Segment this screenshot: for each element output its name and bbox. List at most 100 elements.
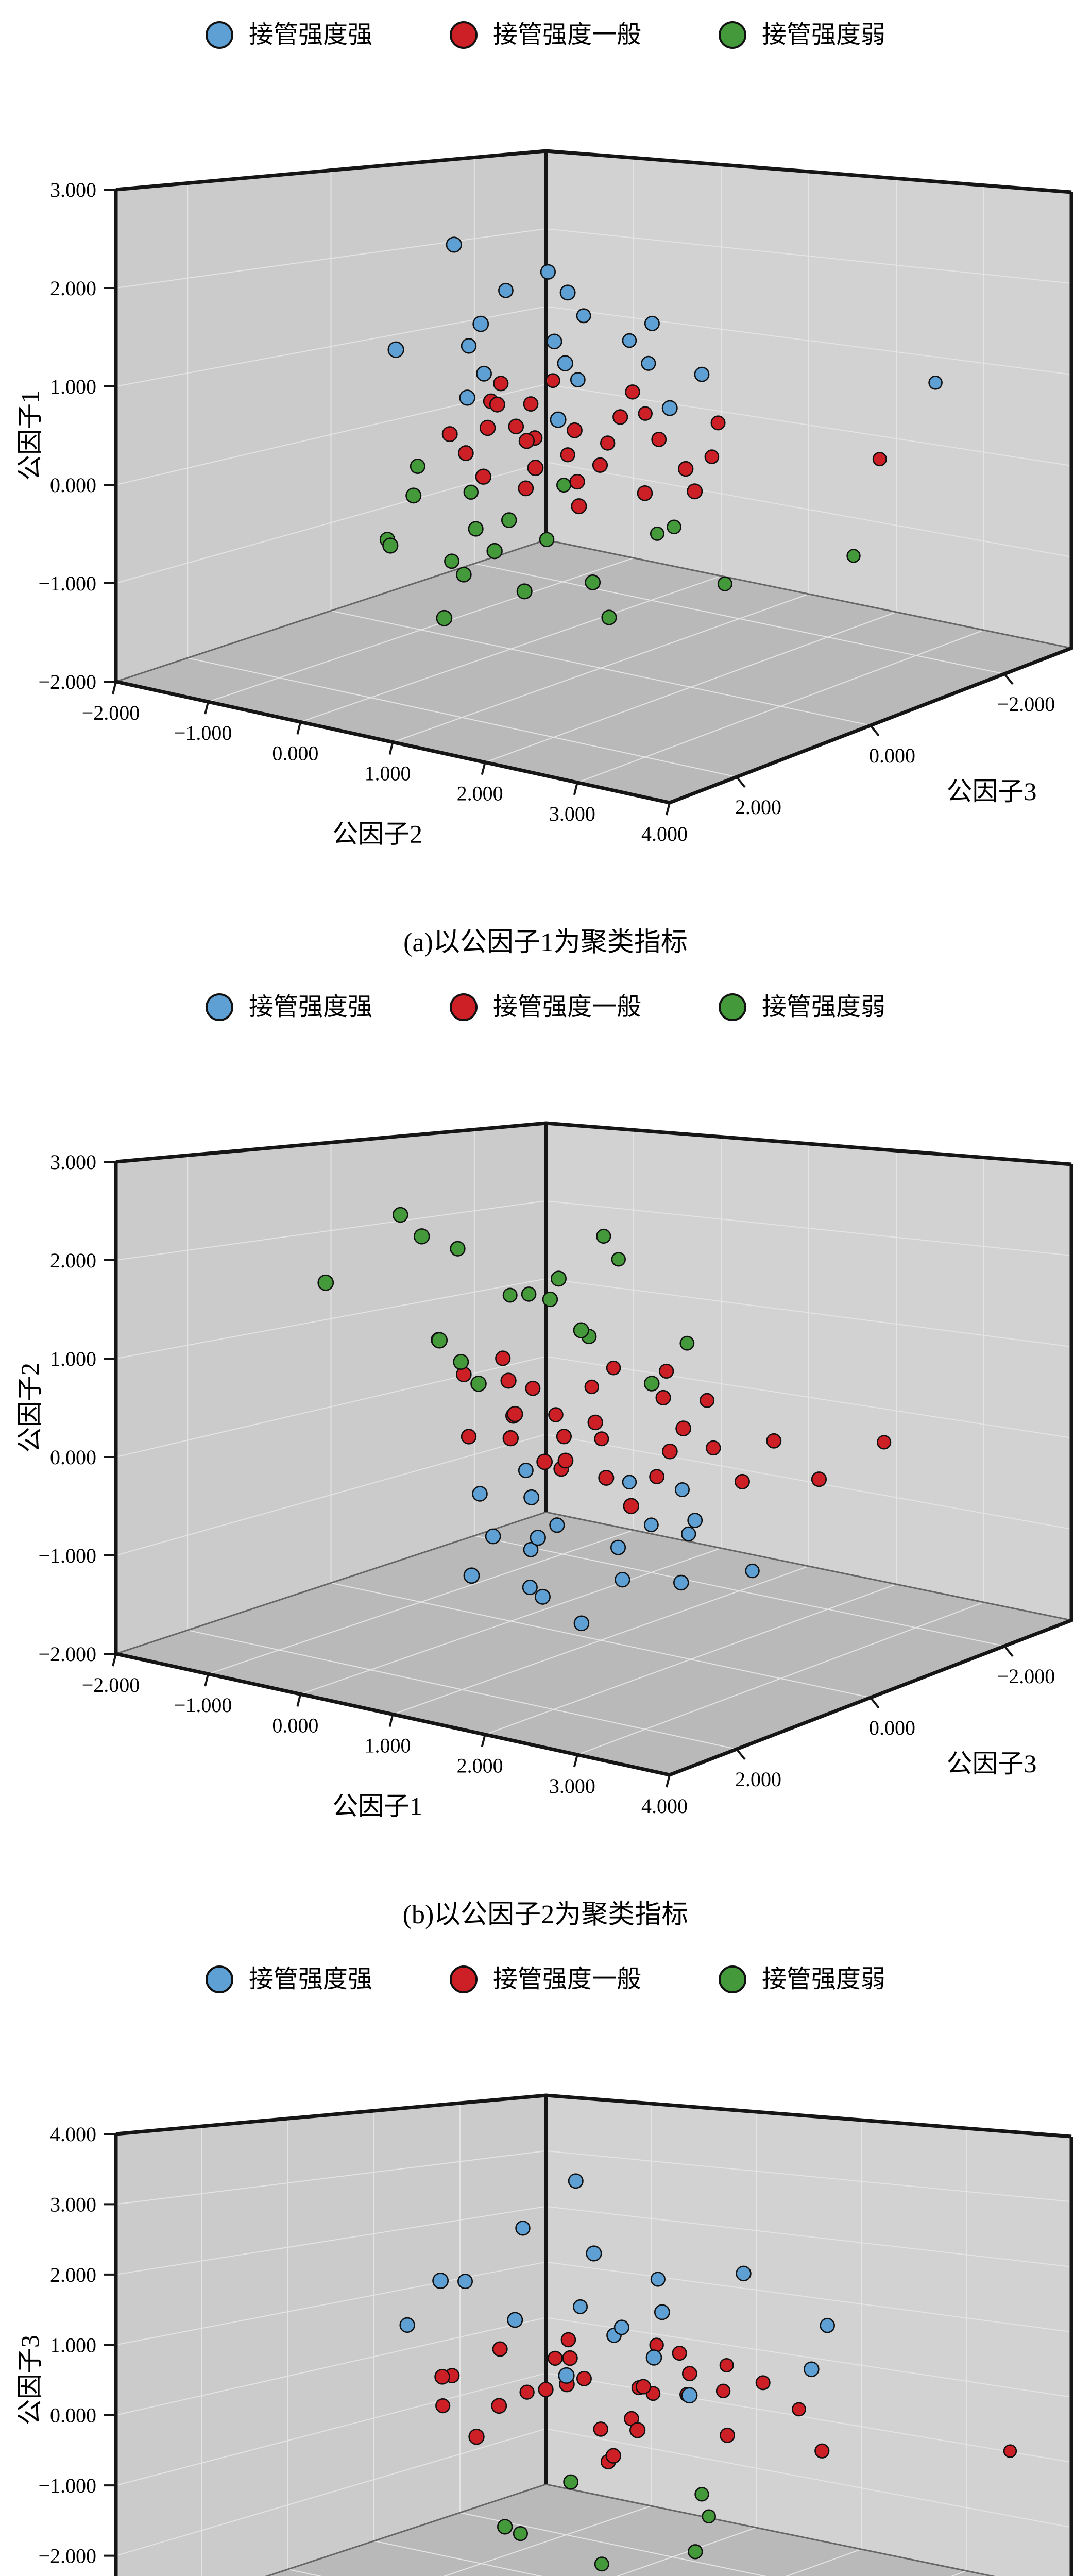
z-axis-title: 公因子2	[15, 1363, 44, 1453]
left-wall-face	[116, 2095, 546, 2576]
scatter-point	[548, 2350, 563, 2366]
x-axis-tick	[666, 802, 671, 816]
scatter-point	[573, 2299, 588, 2314]
z-tick-label: 1.000	[50, 375, 96, 398]
legend-marker-medium-icon	[449, 993, 478, 1021]
legend-item-medium: 接管强度一般	[449, 1965, 641, 1993]
z-tick-label: −2.000	[38, 2545, 96, 2568]
legend-c: 接管强度强 接管强度一般 接管强度弱	[0, 1954, 1091, 2005]
scatter-point	[527, 460, 544, 476]
legend-label-medium: 接管强度一般	[492, 993, 641, 1021]
y-tick-label: 0.000	[869, 744, 915, 767]
scatter-point	[498, 282, 514, 298]
scatter-point	[675, 1420, 692, 1436]
scatter3d-plot-c: 4.0003.0002.0001.0000.000−1.000−2.000−3.…	[15, 2093, 1073, 2576]
scatter-point	[431, 1332, 448, 1349]
x-tick-label: −1.000	[174, 1693, 232, 1717]
grid-line	[546, 2317, 1072, 2398]
scatter-point	[584, 1379, 600, 1395]
grid-line	[187, 1630, 737, 1750]
legend-item-weak: 接管强度弱	[719, 21, 885, 49]
z-tick-label: 2.000	[50, 277, 96, 300]
box-outer-edge	[114, 2134, 1073, 2576]
scatter-point	[560, 2332, 576, 2348]
legend-label-weak: 接管强度弱	[762, 1965, 886, 1993]
scatter-point	[814, 2443, 830, 2459]
scatter-point	[872, 452, 887, 467]
y-axis-tick	[870, 1697, 880, 1709]
scatter-point	[610, 1539, 626, 1555]
grid-line	[786, 2549, 862, 2576]
scatter-point	[521, 1286, 537, 1302]
scatter-point	[479, 419, 496, 436]
scatter-point	[598, 1469, 615, 1486]
floor-left-joint-edge	[115, 539, 547, 683]
scatter-point	[457, 2274, 473, 2290]
legend-item-strong: 接管强度强	[205, 1965, 372, 1993]
scatter-point	[688, 2544, 703, 2560]
scatter-point	[399, 2317, 415, 2333]
floor-left-joint-edge	[265, 2483, 547, 2576]
scatter-point	[468, 521, 484, 537]
x-axis-tick	[296, 721, 302, 735]
grid-line	[115, 1200, 547, 1261]
scatter-point	[405, 487, 422, 504]
scatter-point	[611, 1252, 626, 1267]
scatter-point	[755, 2375, 771, 2391]
grid-line	[115, 2206, 547, 2275]
grid-line	[115, 1356, 547, 1458]
x-tick-label: 1.000	[365, 762, 411, 785]
scatter-point	[450, 1241, 466, 1257]
scatter-point	[792, 2402, 806, 2417]
scatter-point	[576, 2370, 592, 2386]
legend-marker-medium-icon	[449, 1965, 478, 1993]
z-tick-label: 1.000	[50, 1347, 96, 1370]
legend-item-strong: 接管强度强	[205, 21, 372, 49]
x-axis-tick	[573, 782, 578, 795]
grid-line	[546, 228, 1072, 284]
z-tick-label: 0.000	[50, 2404, 96, 2427]
x-tick-label: 1.000	[365, 1734, 411, 1757]
scatter-point	[491, 2398, 507, 2414]
scatter-point	[694, 2487, 709, 2502]
scatter-point	[629, 2422, 646, 2438]
x-axis-tick	[666, 1774, 671, 1788]
legend-marker-strong-icon	[205, 993, 233, 1021]
z-tick-label: 4.000	[50, 2123, 96, 2146]
z-axis-title: 公因子1	[15, 391, 44, 481]
x-tick-label: −2.000	[82, 701, 140, 724]
z-tick-label: −2.000	[38, 1642, 96, 1666]
scatter-point	[568, 2173, 584, 2189]
scatter-point	[516, 583, 533, 600]
scatter-point	[573, 1615, 590, 1632]
scatter-point	[661, 400, 678, 416]
legend-label-strong: 接管强度强	[248, 993, 372, 1021]
x-tick-label: 2.000	[457, 782, 503, 805]
scatter-point	[518, 1463, 534, 1479]
scatter-point	[820, 2317, 835, 2333]
scatter-point	[710, 415, 726, 431]
chart-section-b: 接管强度强 接管强度一般 接管强度弱 3.000 2.000 1.000 0.000 −…	[0, 972, 1091, 1944]
x-tick-label: 4.000	[641, 1794, 688, 1818]
grid-line	[115, 2372, 547, 2486]
scatter-point	[672, 2345, 687, 2361]
grid-line	[546, 1434, 1072, 1530]
y-axis-tick	[736, 776, 746, 788]
scatter-point	[659, 1363, 674, 1379]
scatter-point	[519, 2384, 535, 2400]
grid-line	[115, 2317, 547, 2416]
x-axis-tick	[204, 701, 210, 715]
scatter-point	[515, 2221, 531, 2236]
scatter-point	[534, 1588, 551, 1605]
scatter-point	[687, 483, 703, 500]
scatter-point	[766, 1433, 782, 1449]
scatter-point	[694, 366, 710, 382]
scatter-point	[542, 1291, 558, 1308]
floor-right-joint-edge	[546, 2483, 996, 2576]
scatter-point	[556, 1429, 572, 1445]
legend-item-medium: 接管强度一般	[449, 21, 641, 49]
scatter-point	[571, 498, 587, 515]
scatter-point	[476, 365, 492, 382]
y-tick-label: 2.000	[735, 795, 781, 819]
grid-line	[546, 306, 1072, 375]
